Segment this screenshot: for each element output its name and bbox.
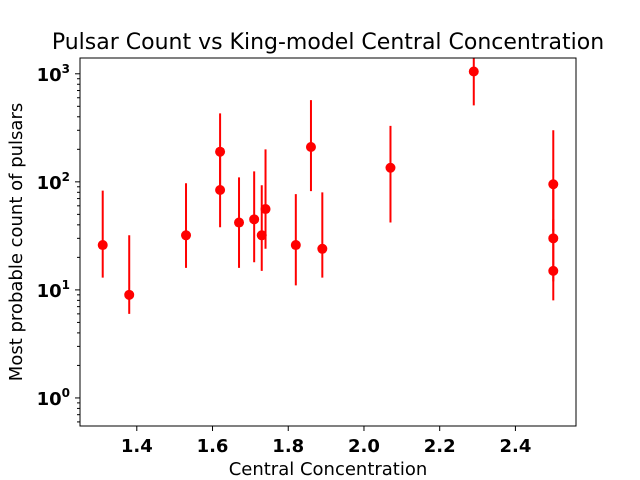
x-tick-label-1: 1.6 <box>197 436 229 457</box>
y-tick-label-2: 102 <box>37 170 70 194</box>
x-tick-label-2: 1.8 <box>272 436 304 457</box>
data-point-1 <box>124 289 135 300</box>
y-axis-label: Most probable count of pulsars <box>6 103 27 381</box>
plot-area <box>97 58 559 314</box>
data-point-12 <box>385 162 396 173</box>
x-tick-label-5: 2.4 <box>499 436 531 457</box>
data-point-9 <box>290 240 301 251</box>
data-point-10 <box>305 142 316 153</box>
y-tick-label-0: 100 <box>37 386 70 410</box>
data-point-11 <box>317 243 328 254</box>
x-tick-label-4: 2.2 <box>424 436 456 457</box>
data-point-4 <box>215 185 226 196</box>
x-axis-label: Central Concentration <box>229 459 428 480</box>
data-point-13 <box>468 66 479 77</box>
x-tick-label-0: 1.4 <box>121 436 153 457</box>
y-tick-label-1: 101 <box>37 278 70 302</box>
x-tick-label-3: 2.0 <box>348 436 380 457</box>
data-point-6 <box>249 214 260 225</box>
data-point-8 <box>260 204 271 215</box>
data-point-5 <box>234 217 245 228</box>
data-point-2 <box>181 230 192 241</box>
data-point-0 <box>97 240 108 251</box>
y-tick-label-3: 103 <box>37 62 70 86</box>
x-axis: 1.4 1.6 1.8 2.0 2.2 2.4 <box>121 426 531 457</box>
data-point-16 <box>548 265 559 276</box>
data-point-7 <box>256 230 267 241</box>
y-axis: 100 101 102 103 <box>37 62 80 423</box>
axes-frame <box>79 57 577 427</box>
chart-title: Pulsar Count vs King-model Central Conce… <box>52 30 604 55</box>
